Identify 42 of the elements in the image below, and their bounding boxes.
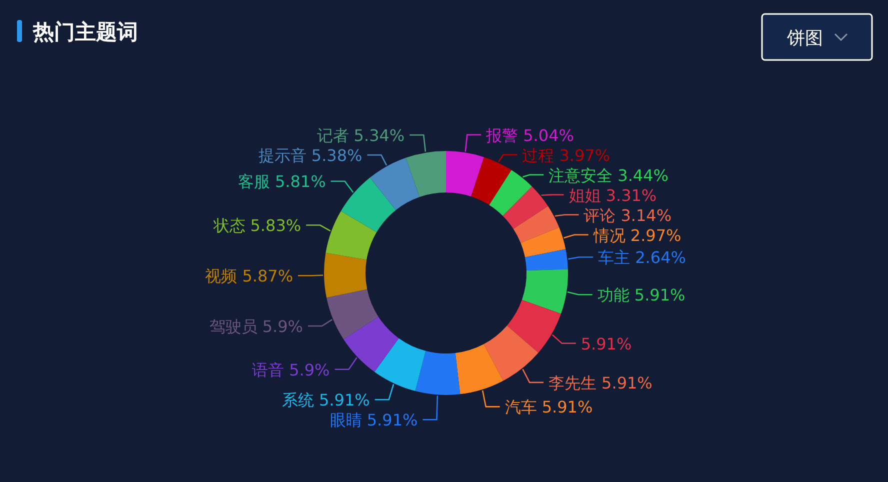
donut-slice — [370, 158, 420, 210]
slice-label: 客服 — [238, 172, 270, 192]
data-label: 5.91% — [580, 334, 632, 354]
slice-label: 车主 — [598, 248, 630, 268]
data-label: 5.34% — [354, 126, 405, 145]
slice-label: 视频 — [205, 266, 238, 286]
dropdown-button: 饼图 — [761, 13, 873, 61]
slice-label: 情况 — [592, 226, 626, 245]
slice-label: 评论 — [584, 206, 616, 225]
data-label: 5.87% — [242, 266, 294, 286]
slice-label: 注意安全 — [548, 166, 613, 185]
data-label: 3.14% — [620, 206, 672, 225]
data-label: 5.91% — [602, 373, 652, 392]
slice-label: 李先生 — [548, 373, 597, 392]
data-label: 3.31% — [606, 186, 657, 205]
data-label: 5.81% — [274, 172, 326, 192]
data-label: 5.9% — [262, 317, 303, 336]
slice-label: 驾驶员 — [209, 317, 258, 336]
slice-label: 汽车 — [504, 398, 537, 417]
slice-label: 状态 — [212, 216, 246, 236]
chart-title: 热门主题词 — [32, 20, 138, 44]
slice-label: 功能 — [597, 286, 630, 305]
data-label: 2.97% — [630, 226, 682, 245]
data-label: 5.83% — [250, 216, 302, 236]
data-label: 5.91% — [542, 398, 593, 417]
data-label: 5.04% — [523, 126, 574, 145]
slice-label: 报警 — [485, 126, 518, 145]
slice-label: 记者 — [316, 126, 349, 145]
data-label: 5.91% — [634, 286, 686, 305]
data-label: 3.44% — [618, 166, 668, 185]
data-label: 3.97% — [559, 146, 610, 165]
data-label: 5.91% — [366, 410, 418, 430]
slice-label: 眼睛 — [330, 410, 362, 430]
slice-label: 提示音 — [258, 146, 306, 165]
data-label: 2.64% — [635, 248, 686, 268]
data-label: 5.38% — [311, 146, 362, 165]
data-label: 5.91% — [319, 390, 370, 410]
data-label: 5.9% — [289, 360, 330, 380]
slice-label: 姐姐 — [568, 186, 601, 205]
slice-label: 过程 — [522, 146, 554, 165]
slice-label: 系统 — [282, 390, 314, 410]
slice-label: 语音 — [252, 360, 284, 380]
